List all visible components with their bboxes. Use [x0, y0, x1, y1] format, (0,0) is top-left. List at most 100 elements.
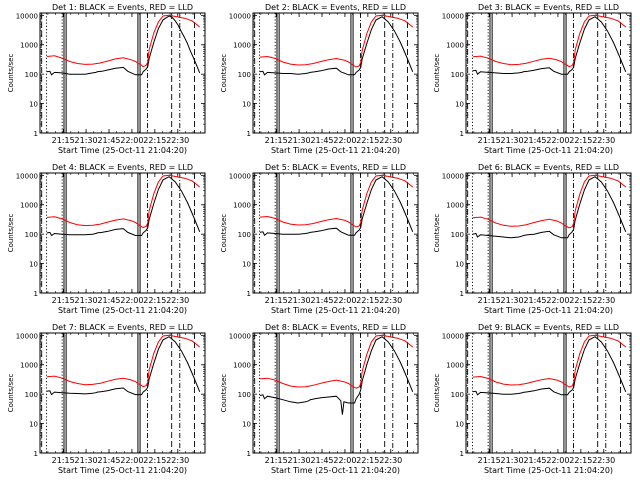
- x-tick-label: 22:15: [569, 136, 592, 145]
- x-tick-label: 22:30: [592, 296, 615, 305]
- x-tick-label: 21:15: [52, 456, 75, 465]
- x-tick-label: 21:45: [523, 456, 546, 465]
- y-tick-label: 1: [247, 130, 251, 138]
- y-tick-label: 10: [455, 261, 464, 269]
- x-tick-label: 22:00: [120, 456, 143, 465]
- panel-title: Det 7: BLACK = Events, RED = LLD: [52, 323, 193, 332]
- x-tick-label: 21:30: [501, 456, 524, 465]
- x-tick-label: 21:45: [310, 296, 333, 305]
- plot-frame: [252, 332, 419, 454]
- plot-frame: [465, 172, 632, 294]
- x-tick-label: 21:45: [97, 456, 120, 465]
- x-tick-label: 22:30: [379, 296, 402, 305]
- y-axis-title: Counts/sec: [7, 214, 15, 253]
- plot-frame: [252, 12, 419, 134]
- x-tick-label: 22:15: [143, 296, 166, 305]
- x-tick-label: 22:00: [546, 296, 569, 305]
- x-tick-label: 21:30: [501, 136, 524, 145]
- y-tick-label: 10: [29, 101, 38, 109]
- y-tick-label: 10: [455, 101, 464, 109]
- plot-frame: [39, 12, 206, 134]
- series-red-lld: [46, 334, 201, 388]
- series-red-lld: [46, 14, 201, 68]
- plot-frame: [465, 12, 632, 134]
- series-black-events: [472, 16, 627, 76]
- series-red-lld: [472, 174, 627, 229]
- y-tick-label: 10: [455, 421, 464, 429]
- y-tick-label: 10000: [442, 172, 464, 180]
- panel-det-1: Det 1: BLACK = Events, RED = LLD Counts/s…: [7, 3, 206, 155]
- plot-area: [41, 173, 201, 293]
- y-axis-title: Counts/sec: [433, 54, 441, 93]
- x-tick-label: 21:45: [97, 296, 120, 305]
- y-tick-label: 10000: [442, 12, 464, 20]
- x-tick-label: 22:15: [569, 296, 592, 305]
- y-tick-label: 100: [238, 391, 251, 399]
- x-tick-label: 21:30: [75, 136, 98, 145]
- y-tick-label: 10000: [442, 332, 464, 340]
- y-tick-label: 10000: [229, 172, 251, 180]
- plot-area: [41, 13, 201, 133]
- plot-frame: [465, 332, 632, 454]
- y-tick-label: 1: [34, 450, 38, 458]
- x-tick-label: 22:30: [166, 296, 189, 305]
- plot-area: [254, 333, 414, 453]
- x-tick-label: 22:00: [333, 296, 356, 305]
- x-tick-label: 21:45: [523, 296, 546, 305]
- y-tick-label: 1000: [233, 362, 251, 370]
- y-tick-label: 1000: [233, 42, 251, 50]
- x-tick-label: 21:30: [288, 456, 311, 465]
- x-tick-label: 22:30: [379, 456, 402, 465]
- plot-frame: [39, 172, 206, 294]
- x-tick-label: 22:30: [592, 456, 615, 465]
- x-tick-label: 22:00: [333, 136, 356, 145]
- y-tick-label: 1000: [233, 202, 251, 210]
- x-tick-label: 22:00: [120, 136, 143, 145]
- y-tick-label: 10000: [229, 12, 251, 20]
- panel-title: Det 5: BLACK = Events, RED = LLD: [265, 163, 406, 172]
- series-red-lld: [472, 334, 627, 388]
- panel-title: Det 6: BLACK = Events, RED = LLD: [478, 163, 619, 172]
- y-tick-label: 100: [238, 231, 251, 239]
- series-black-events: [472, 336, 627, 396]
- panel-det-2: Det 2: BLACK = Events, RED = LLD Counts/s…: [220, 3, 419, 155]
- x-tick-label: 21:45: [523, 136, 546, 145]
- y-tick-label: 100: [451, 391, 464, 399]
- x-tick-label: 22:15: [356, 456, 379, 465]
- y-tick-label: 1000: [446, 362, 464, 370]
- y-tick-label: 1000: [446, 202, 464, 210]
- x-tick-label: 21:30: [288, 296, 311, 305]
- plot-frame: [39, 332, 206, 454]
- x-tick-label: 21:30: [288, 136, 311, 145]
- x-tick-label: 21:15: [478, 296, 501, 305]
- x-tick-label: 21:15: [478, 456, 501, 465]
- y-tick-label: 100: [25, 391, 38, 399]
- x-tick-label: 21:45: [310, 456, 333, 465]
- y-tick-label: 1: [34, 130, 38, 138]
- x-tick-label: 22:30: [592, 136, 615, 145]
- series-black-events: [259, 176, 414, 236]
- x-tick-label: 21:45: [310, 136, 333, 145]
- x-axis-title: Start Time (25-Oct-11 21:04:20): [484, 146, 613, 155]
- plot-frame: [252, 172, 419, 294]
- y-tick-label: 10: [242, 261, 251, 269]
- y-tick-label: 1: [460, 450, 464, 458]
- y-tick-label: 10: [242, 101, 251, 109]
- panel-det-8: Det 8: BLACK = Events, RED = LLD Counts/s…: [220, 323, 419, 475]
- x-axis-title: Start Time (25-Oct-11 21:04:20): [271, 466, 400, 475]
- x-axis-title: Start Time (25-Oct-11 21:04:20): [484, 466, 613, 475]
- x-tick-label: 22:15: [143, 456, 166, 465]
- x-tick-label: 22:15: [356, 296, 379, 305]
- plot-area: [467, 173, 627, 293]
- series-red-lld: [46, 174, 201, 228]
- x-tick-label: 21:30: [75, 456, 98, 465]
- y-tick-label: 100: [25, 71, 38, 79]
- x-tick-label: 22:15: [569, 456, 592, 465]
- y-tick-label: 1: [460, 130, 464, 138]
- x-axis-title: Start Time (25-Oct-11 21:04:20): [271, 146, 400, 155]
- x-tick-label: 21:15: [478, 136, 501, 145]
- panel-det-4: Det 4: BLACK = Events, RED = LLD Counts/s…: [7, 163, 206, 315]
- y-tick-label: 10000: [16, 332, 38, 340]
- x-axis-title: Start Time (25-Oct-11 21:04:20): [58, 306, 187, 315]
- x-tick-label: 21:15: [52, 296, 75, 305]
